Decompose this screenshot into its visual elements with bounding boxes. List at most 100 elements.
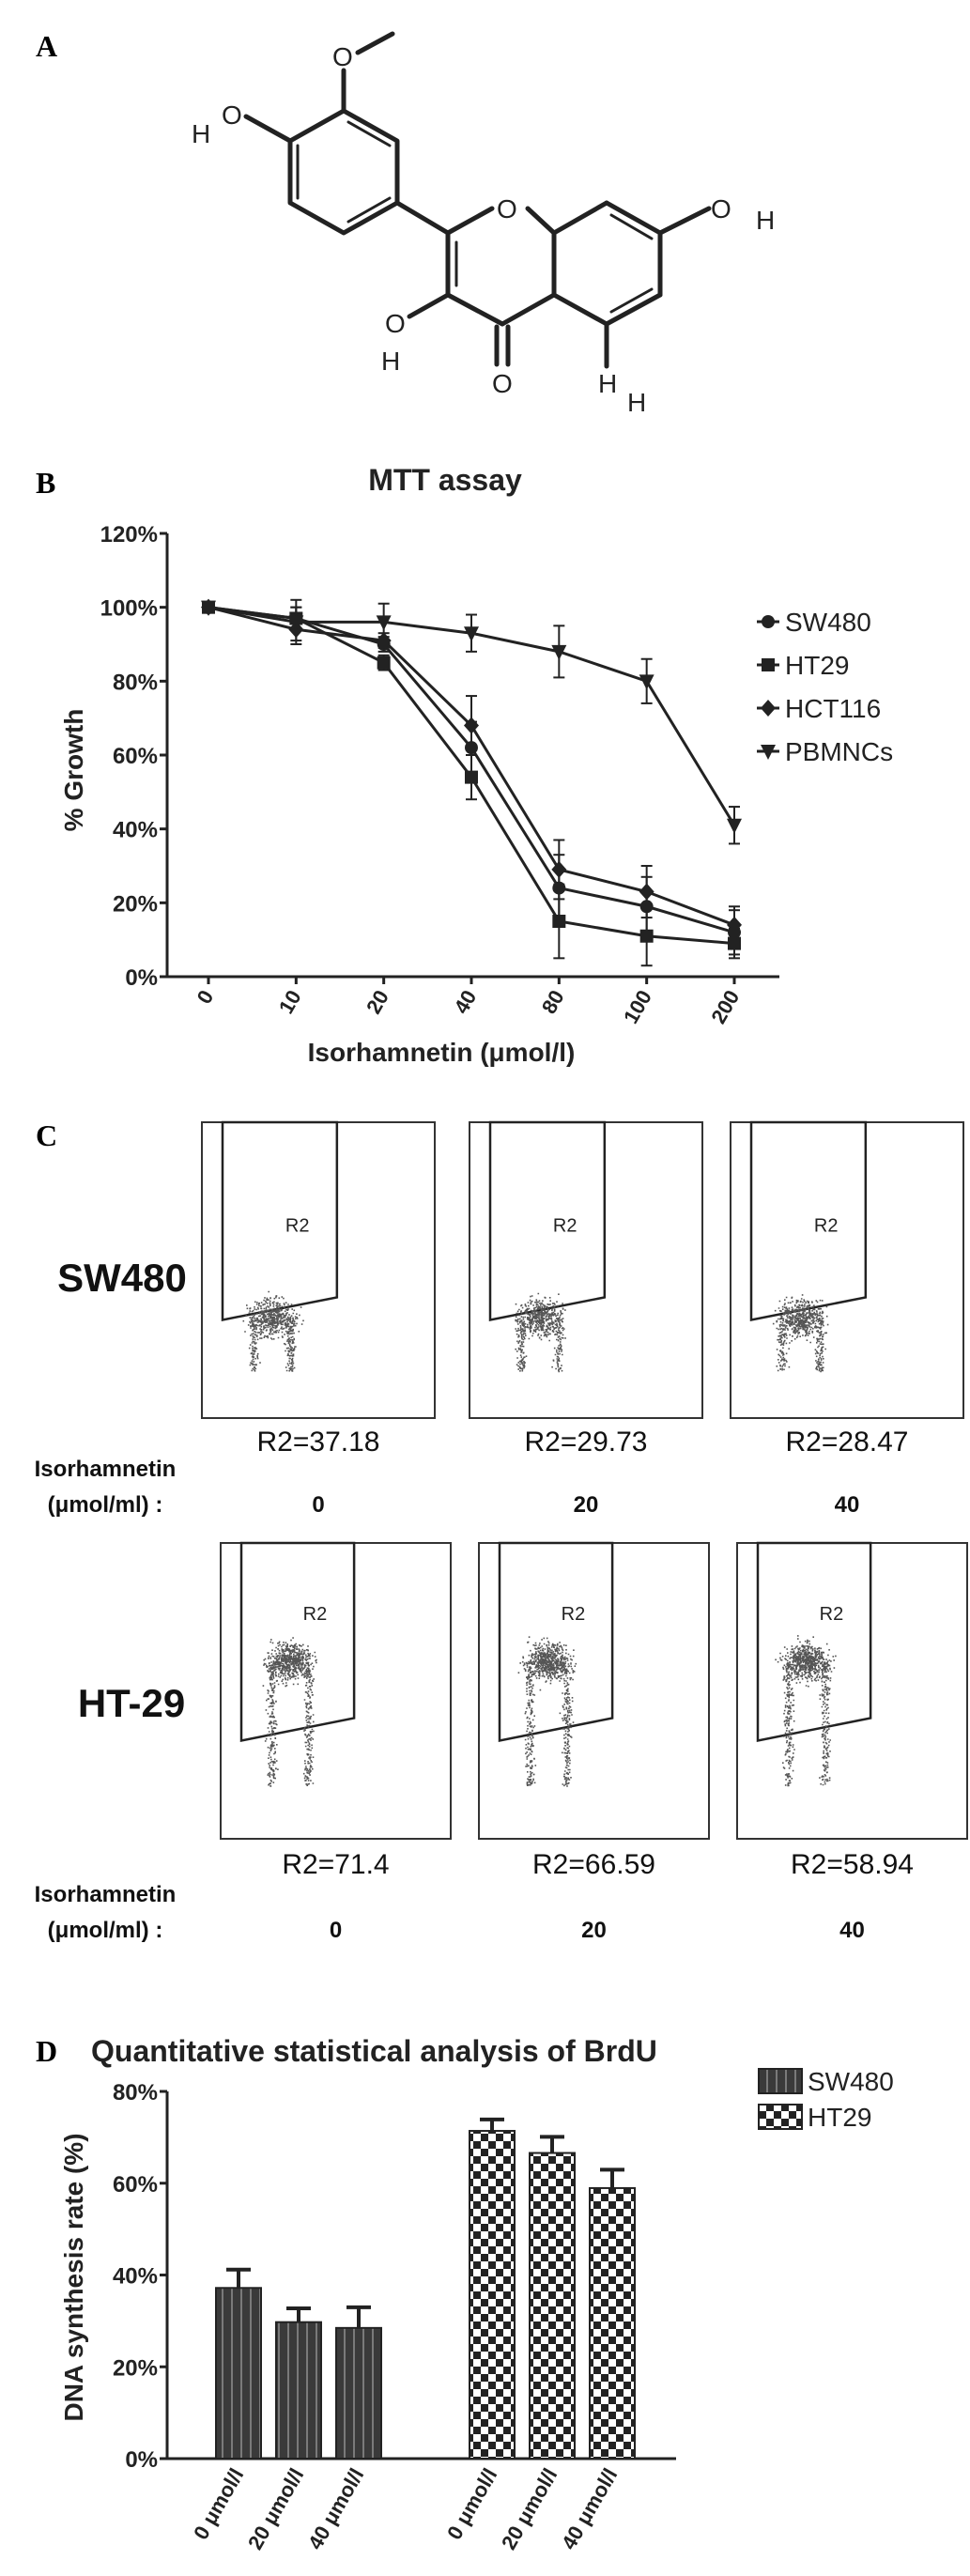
plot-frame: [730, 1121, 964, 1419]
legend-label: PBMNCs: [785, 737, 893, 766]
gate-r2: [221, 1120, 339, 1321]
plot-frame: [201, 1121, 436, 1419]
atom-c7-h: H: [756, 206, 775, 235]
y-tick-label: 60%: [113, 2172, 158, 2198]
atom-c3-o: O: [385, 309, 406, 338]
scatter-events: [517, 1636, 577, 1787]
gate-label: R2: [285, 1216, 310, 1237]
concentration-value: 20: [574, 1492, 599, 1518]
flow-plot: R2 R2=29.73 20: [469, 1120, 703, 1518]
flow-plot: R2 R2=28.47 40: [730, 1120, 964, 1518]
plot-frame: [736, 1542, 968, 1840]
x-tick-label: 20: [362, 986, 393, 1018]
bar: [589, 2186, 636, 2460]
r2-value: R2=37.18: [257, 1427, 380, 1458]
bar: [335, 2326, 382, 2460]
gate-label: R2: [553, 1216, 577, 1237]
x-tick-label: 0 μmol/l: [189, 2464, 248, 2544]
mtt-chart: MTT assay 0% 20% 40% 60% 80% 100% 120% 0 10 20 40 80…: [59, 463, 893, 1067]
legend-label: SW480: [808, 2067, 894, 2096]
data-point: [288, 615, 304, 631]
x-tick-label: 40 μmol/l: [557, 2464, 622, 2553]
legend-marker: [762, 615, 775, 628]
r2-value: R2=66.59: [532, 1849, 655, 1880]
series-pbmncs: [201, 598, 742, 845]
concentration-axis-unit: (μmol/ml) :: [48, 1918, 163, 1943]
y-tick-label: 0%: [125, 2447, 158, 2473]
concentration-axis-label: Isorhamnetin: [35, 1882, 177, 1907]
concentration-value: 20: [581, 1918, 607, 1943]
y-tick-label: 60%: [113, 744, 158, 769]
data-point: [376, 615, 392, 631]
panel-c-letter: C: [36, 1118, 57, 1152]
gate-r2: [756, 1541, 872, 1742]
gate-r2: [239, 1541, 356, 1742]
panel-d-letter: D: [36, 2034, 57, 2068]
concentration-value: 0: [330, 1918, 342, 1943]
x-tick-label: 200: [706, 986, 744, 1027]
gate-label: R2: [562, 1604, 586, 1625]
plot-frame: [469, 1121, 703, 1419]
x-tick-label: 0: [192, 986, 219, 1008]
series-ht29: 0 μmol/l20 μmol/l40 μmol/l: [442, 2117, 636, 2553]
data-point: [639, 883, 654, 901]
data-point: [551, 644, 567, 660]
y-tick-label: 20%: [113, 2355, 158, 2381]
bar: [469, 2130, 516, 2460]
concentration-value: 40: [835, 1492, 860, 1518]
gate-r2: [498, 1541, 614, 1742]
flow-plot: R2 R2=37.18 0: [201, 1120, 436, 1518]
bar: [275, 2321, 322, 2460]
y-tick-label: 100%: [100, 596, 158, 622]
plot-frame: [478, 1542, 710, 1840]
x-tick-label: 40 μmol/l: [303, 2464, 368, 2553]
data-point: [551, 860, 567, 878]
atom-para-o: O: [222, 100, 242, 130]
plot-frame: [220, 1542, 452, 1840]
gate-label: R2: [814, 1216, 839, 1237]
y-tick-label: 20%: [113, 891, 158, 917]
y-axis-title: DNA synthesis rate (%): [59, 2133, 88, 2421]
r2-value: R2=71.4: [282, 1849, 389, 1880]
flow-plot: R2 R2=71.4 0: [220, 1541, 452, 1943]
bar: [215, 2287, 262, 2460]
series-sw480: 0 μmol/l20 μmol/l40 μmol/l: [189, 2267, 382, 2553]
x-axis-title: Isorhamnetin (μmol/l): [308, 1038, 576, 1067]
data-point: [639, 929, 654, 943]
gate-label: R2: [303, 1604, 328, 1625]
scatter-events: [772, 1294, 829, 1373]
y-tick-label: 40%: [113, 2264, 158, 2290]
data-point: [639, 674, 654, 690]
y-tick-label: 80%: [113, 670, 158, 695]
brdu-chart: Quantitative statistical analysis of Brd…: [59, 2034, 894, 2553]
structure-atom-labels: O H O O H O H O O H: [192, 42, 775, 398]
atom-para-h: H: [192, 119, 210, 148]
bar: [529, 2152, 576, 2460]
atom-ring-o: O: [497, 194, 517, 224]
y-tick-label: 120%: [100, 522, 158, 548]
panel-b-letter: B: [36, 466, 55, 500]
atom-c7-o: O: [711, 194, 731, 224]
data-point: [201, 600, 216, 616]
legend-label: HCT116: [785, 694, 881, 723]
x-tick-label: 80: [537, 986, 569, 1018]
gate-r2: [488, 1120, 607, 1321]
x-tick-label: 20 μmol/l: [497, 2464, 562, 2553]
y-tick-label: 0%: [125, 965, 158, 991]
legend-label: HT29: [785, 651, 849, 680]
atom-c3-h: H: [381, 347, 400, 376]
legend-swatch: [758, 2104, 803, 2130]
flow-plot: R2 R2=66.59 20: [478, 1541, 710, 1943]
gate-label: R2: [820, 1604, 844, 1625]
y-tick-label: 40%: [113, 818, 158, 843]
scatter-events: [515, 1292, 566, 1373]
atom-c5-o: H: [598, 369, 617, 398]
legend-swatch: [758, 2068, 803, 2094]
isorhamnetin-structure: [243, 31, 712, 369]
flow-plot: R2 R2=58.94 40: [736, 1541, 968, 1943]
atom-methoxy-o: O: [332, 42, 353, 71]
data-point: [727, 818, 742, 834]
concentration-axis-unit: (μmol/ml) :: [48, 1492, 163, 1518]
